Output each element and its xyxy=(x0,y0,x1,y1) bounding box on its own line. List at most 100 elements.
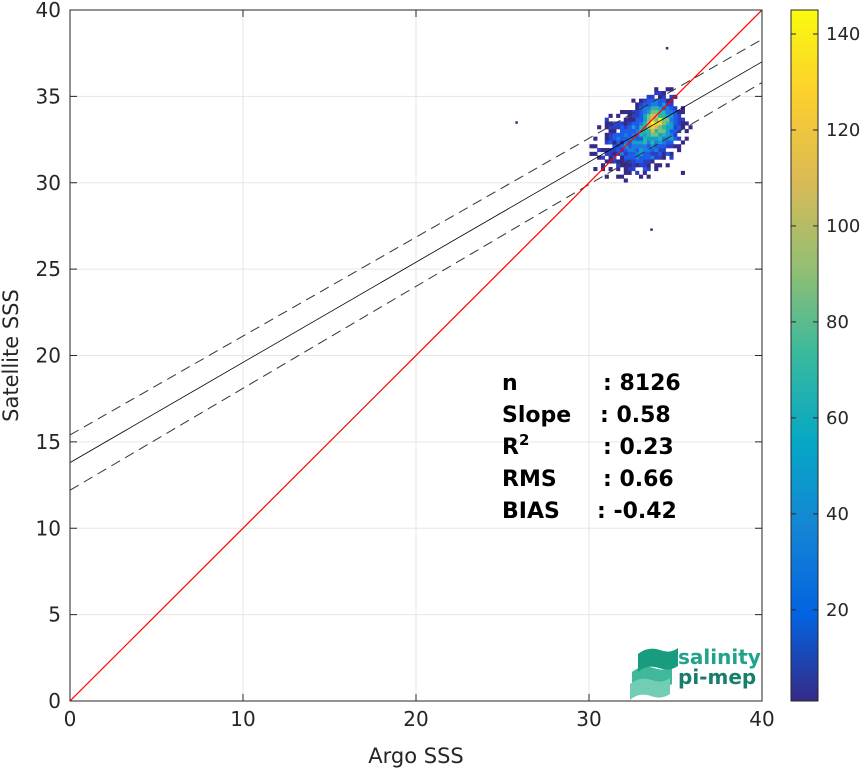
identity-line xyxy=(70,10,762,701)
density-cell xyxy=(642,151,647,156)
density-cell xyxy=(619,159,625,164)
density-cell xyxy=(604,174,609,179)
density-cell xyxy=(650,144,655,149)
density-cell xyxy=(616,144,621,149)
density-cell xyxy=(619,174,625,179)
stat-label: n xyxy=(502,371,518,396)
density-cell xyxy=(646,113,651,118)
density-cell xyxy=(654,91,659,96)
y-tick-label: 20 xyxy=(36,344,61,368)
density-cell xyxy=(627,167,632,172)
density-cell xyxy=(608,129,613,134)
density-cell xyxy=(661,113,666,118)
density-cell xyxy=(669,113,674,118)
density-cell xyxy=(654,106,659,111)
outlier-point xyxy=(665,47,669,50)
density-cell xyxy=(627,129,632,134)
density-cell xyxy=(680,110,685,115)
density-cell xyxy=(654,87,659,92)
density-cell xyxy=(623,159,628,164)
density-cell xyxy=(631,159,636,164)
density-cell xyxy=(661,140,666,145)
y-tick-label: 35 xyxy=(36,84,61,108)
density-cell xyxy=(627,170,632,175)
density-cell xyxy=(612,129,617,134)
density-cell xyxy=(646,129,651,134)
density-cell xyxy=(589,151,594,156)
density-cell xyxy=(665,117,670,122)
density-cell xyxy=(642,148,647,153)
density-cell xyxy=(616,132,621,137)
density-cell xyxy=(665,106,670,111)
density-cell xyxy=(646,148,651,153)
density-cell xyxy=(593,151,598,156)
density-cell xyxy=(654,144,659,149)
stats-box: n: 8126 Slope: 0.58 R2: 0.23 RMS: 0.66 BIAS:… xyxy=(502,371,681,524)
density-cell xyxy=(623,121,628,126)
stat-value: : -0.42 xyxy=(597,499,677,524)
density-cell xyxy=(635,113,640,118)
density-cloud xyxy=(515,47,693,231)
density-cell xyxy=(665,129,670,134)
density-cell xyxy=(623,136,628,141)
density-cell xyxy=(597,148,602,153)
density-cell xyxy=(658,98,663,103)
density-cell xyxy=(669,140,674,145)
density-cell xyxy=(616,163,621,168)
logo-line2: pi-mep xyxy=(678,665,756,689)
density-cell xyxy=(650,155,655,160)
density-cell xyxy=(635,170,640,175)
density-cell xyxy=(658,94,663,99)
density-cell xyxy=(631,110,636,115)
density-cell xyxy=(642,163,647,168)
density-cell xyxy=(608,151,613,156)
density-cell xyxy=(623,110,628,115)
density-cell xyxy=(654,129,659,134)
density-cell xyxy=(623,132,628,137)
density-cell xyxy=(684,121,689,126)
y-tick-label: 25 xyxy=(36,257,61,281)
colorbar-tick-label: 100 xyxy=(826,216,860,237)
density-cell xyxy=(623,140,628,145)
stat-value: : 8126 xyxy=(603,371,681,396)
density-cell xyxy=(661,132,666,137)
density-cell xyxy=(631,140,636,145)
density-cell xyxy=(627,125,632,130)
density-cell xyxy=(654,167,659,172)
x-axis-ticks: 0 10 20 30 40 xyxy=(64,10,775,731)
density-cell xyxy=(646,98,651,103)
density-cell xyxy=(635,151,640,156)
density-cell xyxy=(677,148,682,153)
density-cell xyxy=(623,148,628,153)
density-cell xyxy=(608,140,613,145)
density-cell xyxy=(658,91,663,96)
density-cell xyxy=(635,148,640,153)
density-cell xyxy=(638,98,644,103)
density-cell xyxy=(665,98,670,103)
density-cell xyxy=(646,144,651,149)
density-cell xyxy=(638,125,644,130)
density-cell xyxy=(631,125,636,130)
density-cell xyxy=(654,140,659,145)
density-cell xyxy=(669,121,674,126)
density-cell xyxy=(619,136,625,141)
density-cell xyxy=(654,125,659,130)
x-tick-label: 10 xyxy=(230,707,255,731)
density-cell xyxy=(600,148,606,153)
density-cell xyxy=(631,151,636,156)
density-cell xyxy=(635,106,640,111)
density-cell xyxy=(654,102,659,107)
density-cell xyxy=(673,132,678,137)
density-cell xyxy=(642,98,647,103)
outlier-point xyxy=(650,228,653,231)
density-cell xyxy=(616,125,621,130)
density-cell xyxy=(669,110,674,115)
density-cell xyxy=(623,167,628,172)
density-cell xyxy=(604,151,609,156)
x-axis-label: Argo SSS xyxy=(368,744,463,768)
density-cell xyxy=(665,87,670,92)
density-cell xyxy=(654,117,659,122)
density-cell xyxy=(646,94,651,99)
colorbar xyxy=(790,9,819,702)
density-cell xyxy=(619,110,625,115)
